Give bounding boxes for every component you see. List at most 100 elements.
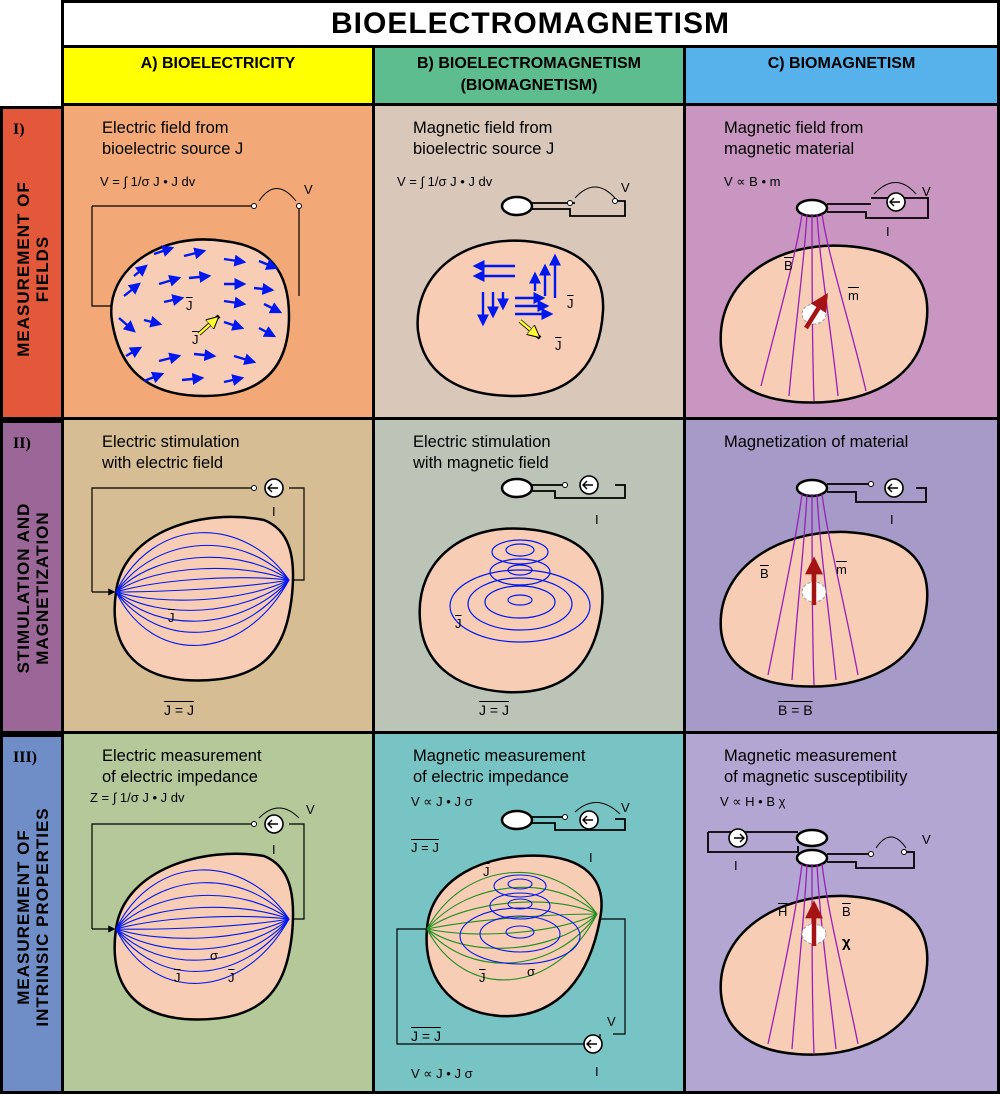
applied-field-label: H bbox=[778, 904, 788, 919]
stimulation-current-label: I bbox=[272, 504, 276, 519]
lead-field-equation: V = ∫ 1/σ J • J dv bbox=[397, 174, 493, 189]
cell-magnetic-susceptibility: Magnetic measurement of magnetic suscept… bbox=[686, 734, 1000, 1094]
reciprocity-equation: J = J bbox=[411, 1028, 441, 1044]
cell-title-line1: Magnetization of material bbox=[724, 433, 909, 451]
row-title-line2: FIELDS bbox=[33, 235, 52, 303]
impedance-equation: Z = ∫ 1/σ J • J dv bbox=[90, 790, 185, 805]
magnetizing-field-label: B bbox=[760, 566, 769, 581]
column-header-label: B) BIOELECTROMAGNETISM bbox=[417, 55, 641, 72]
voltage-label: V bbox=[306, 802, 315, 817]
cell-title-line1: Electric measurement bbox=[102, 747, 262, 765]
cell-title-line2: with magnetic field bbox=[413, 454, 549, 472]
cell-title-line2: with electric field bbox=[102, 454, 224, 472]
row-number: III) bbox=[13, 749, 38, 766]
reciprocity-equation: J = J bbox=[479, 702, 509, 718]
column-header-bioelectricity: A) BIOELECTRICITY bbox=[61, 48, 375, 106]
cell-title: Electric stimulation with magnetic field bbox=[413, 432, 551, 474]
current-label: I bbox=[589, 850, 593, 865]
reciprocal-field-label: J bbox=[228, 970, 235, 985]
magnetic-impedance-figure bbox=[396, 802, 626, 1054]
current-label: I bbox=[734, 858, 738, 873]
lead-field-equation: V = ∫ 1/σ J • J dv bbox=[100, 174, 196, 189]
cell-title-line2: of electric impedance bbox=[413, 768, 569, 786]
cell-magnetic-field-of-bioelectric-source: Magnetic field from bioelectric source J… bbox=[375, 106, 686, 420]
cell-electric-impedance-magnetic: Magnetic measurement of electric impedan… bbox=[375, 734, 686, 1094]
cell-title-line2: of magnetic susceptibility bbox=[724, 768, 908, 786]
row-title: MEASUREMENT OF FIELDS bbox=[14, 181, 52, 357]
current-loop-arrows bbox=[472, 253, 561, 327]
column-header-bioelectromagnetism: B) BIOELECTROMAGNETISM (BIOMAGNETISM) bbox=[375, 48, 686, 106]
lead-field-label: J bbox=[567, 296, 574, 311]
impedance-current-lines bbox=[115, 869, 290, 984]
cell-electric-field-measurement: Electric field from bioelectric source J… bbox=[61, 106, 375, 420]
stimulation-current-lines bbox=[115, 532, 290, 646]
voltage-label: V bbox=[922, 832, 931, 847]
current-label: I bbox=[886, 224, 890, 239]
cell-title-line2: of electric impedance bbox=[102, 768, 258, 786]
cell-title-line1: Magnetic measurement bbox=[413, 747, 586, 765]
diagram-title: BIOELECTROMAGNETISM bbox=[61, 0, 1000, 48]
magnetizing-current-label: I bbox=[890, 512, 894, 527]
biomagnetic-field-figure bbox=[416, 186, 626, 398]
column-header-sublabel: (BIOMAGNETISM) bbox=[460, 77, 598, 94]
impedance-proportionality: V ∝ J • J σ bbox=[411, 794, 473, 809]
electric-impedance-figure bbox=[91, 807, 305, 1021]
electric-lead-field-label: J bbox=[479, 970, 486, 985]
lead-field-equation: V ∝ B • m bbox=[724, 174, 781, 189]
lead-field-label: J bbox=[174, 970, 181, 985]
induced-current-loops bbox=[449, 539, 591, 643]
voltage-label: V bbox=[621, 180, 630, 195]
cell-electric-impedance-electric: Electric measurement of electric impedan… bbox=[61, 734, 375, 1094]
cell-title: Electric measurement of electric impedan… bbox=[102, 746, 262, 788]
column-header-biomagnetism: C) BIOMAGNETISM bbox=[686, 48, 1000, 106]
cell-title: Magnetization of material bbox=[724, 432, 908, 453]
moment-label: m bbox=[836, 562, 847, 577]
cell-title: Magnetic measurement of magnetic suscept… bbox=[724, 746, 907, 788]
voltage-label-ze: V bbox=[607, 1014, 616, 1029]
cell-title-line1: Electric stimulation bbox=[413, 433, 551, 451]
electric-stimulation-figure bbox=[91, 478, 305, 682]
current-arrows bbox=[118, 245, 283, 386]
reciprocity-equation: B = B bbox=[778, 702, 813, 718]
cell-title-line2: bioelectric source J bbox=[413, 140, 555, 158]
row-title-line1: MEASUREMENT OF bbox=[14, 181, 33, 357]
cell-electric-stimulation-electric-field: Electric stimulation with electric field… bbox=[61, 420, 375, 734]
cell-magnetic-field-of-magnetic-material: Magnetic field from magnetic material V … bbox=[686, 106, 1000, 420]
column-header-label: A) BIOELECTRICITY bbox=[140, 55, 296, 72]
cell-title: Electric field from bioelectric source J bbox=[102, 118, 243, 160]
magnetization-figure bbox=[719, 478, 929, 688]
reciprocity-equation: J = J bbox=[164, 702, 194, 718]
voltage-label: V bbox=[621, 800, 630, 815]
susceptibility-field-lines bbox=[767, 863, 859, 1055]
conductivity-label: σ bbox=[527, 964, 536, 979]
voltage-label: V bbox=[304, 182, 313, 197]
susceptibility-equation: V ∝ H • B χ bbox=[720, 794, 786, 809]
susceptibility-label: χ bbox=[842, 934, 851, 951]
current-label: I bbox=[272, 842, 276, 857]
cell-electric-stimulation-magnetic-field: Electric stimulation with magnetic field… bbox=[375, 420, 686, 734]
cell-title-line1: Magnetic field from bbox=[724, 119, 864, 137]
row-title-line2: MAGNETIZATION bbox=[33, 511, 52, 665]
susceptibility-figure bbox=[707, 828, 929, 1056]
cell-title-line2: bioelectric source J bbox=[102, 140, 244, 158]
row-title: MEASUREMENT OF INTRINSIC PROPERTIES bbox=[14, 807, 52, 1026]
cell-title-line1: Magnetic field from bbox=[413, 119, 553, 137]
row-header-measurement-of-fields: I) MEASUREMENT OF FIELDS bbox=[0, 106, 61, 420]
cell-title: Magnetic measurement of electric impedan… bbox=[413, 746, 585, 788]
row-title-line2: INTRINSIC PROPERTIES bbox=[33, 807, 52, 1027]
row-title-line1: MEASUREMENT OF bbox=[14, 829, 33, 1005]
voltage-label: V bbox=[922, 184, 931, 199]
source-current-arrow bbox=[198, 318, 217, 335]
conductivity-label: σ bbox=[210, 948, 219, 963]
column-header-label: C) BIOMAGNETISM bbox=[767, 55, 916, 72]
row-title: STIMULATION AND MAGNETIZATION bbox=[14, 503, 52, 674]
cell-title-line2: magnetic material bbox=[724, 140, 855, 158]
cell-title-line1: Magnetic measurement bbox=[724, 747, 897, 765]
row-header-measurement-of-intrinsic-properties: III) MEASUREMENT OF INTRINSIC PROPERTIES bbox=[0, 734, 61, 1094]
cell-title-line1: Electric stimulation bbox=[102, 433, 240, 451]
source-current-label: J bbox=[555, 338, 562, 353]
cell-title: Electric stimulation with electric field bbox=[102, 432, 240, 474]
magnetic-current-loops bbox=[459, 874, 581, 965]
impedance-proportionality-ze: V ∝ J • J σ bbox=[411, 1066, 473, 1081]
current-density-label: J bbox=[455, 616, 462, 631]
